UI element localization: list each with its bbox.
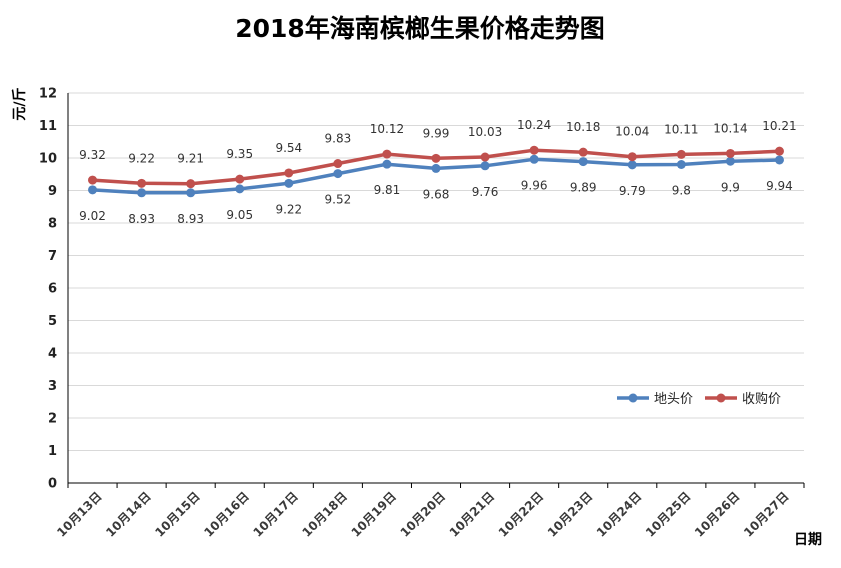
data-point: [431, 153, 441, 163]
y-tick-label: 7: [48, 249, 57, 264]
data-point: [235, 184, 245, 194]
data-label: 10.03: [468, 125, 502, 139]
data-point: [382, 159, 392, 169]
data-label: 9.32: [79, 148, 106, 162]
data-point: [431, 163, 441, 173]
data-point: [333, 159, 343, 169]
data-label: 9.94: [766, 179, 793, 193]
data-point: [725, 156, 735, 166]
data-label: 9.8: [672, 184, 691, 198]
data-point: [480, 161, 490, 171]
data-point: [529, 154, 539, 164]
data-label: 10.18: [566, 120, 600, 134]
x-axis-label: 日期: [794, 532, 822, 548]
y-tick-label: 12: [39, 87, 57, 102]
data-point: [333, 169, 343, 179]
y-tick-label: 5: [48, 314, 57, 329]
data-label: 9.9: [721, 180, 740, 194]
data-point: [627, 160, 637, 170]
data-label: 10.24: [517, 118, 551, 132]
data-label: 9.79: [619, 184, 646, 198]
data-label: 8.93: [177, 212, 204, 226]
y-tick-label: 8: [48, 217, 57, 232]
legend: 地头价 收购价: [617, 391, 781, 407]
data-point: [137, 178, 147, 188]
y-tick-label: 6: [48, 282, 57, 297]
data-label: 10.11: [664, 122, 698, 136]
data-point: [284, 168, 294, 178]
data-point: [88, 175, 98, 185]
data-labels: 9.02 8.93 8.93 9.05 9.22 9.52 9.81 9.68 9.76 9.96…: [79, 118, 796, 226]
y-axis-label: 元/斤: [11, 87, 28, 120]
data-label: 9.81: [374, 183, 401, 197]
data-point: [627, 152, 637, 162]
data-label: 9.02: [79, 209, 106, 223]
data-point: [186, 179, 196, 189]
data-point: [88, 185, 98, 195]
y-tick-label: 0: [48, 477, 57, 492]
data-point: [480, 152, 490, 162]
data-point: [578, 147, 588, 157]
y-tick-label: 2: [48, 412, 57, 427]
data-label: 8.93: [128, 212, 155, 226]
y-tick-label: 1: [48, 444, 57, 459]
data-label: 10.21: [762, 119, 796, 133]
data-point: [382, 149, 392, 159]
data-label: 9.22: [275, 202, 302, 216]
data-label: 10.12: [370, 122, 404, 136]
data-point: [137, 188, 147, 198]
data-point: [529, 145, 539, 155]
data-point: [676, 149, 686, 159]
data-point: [774, 155, 784, 165]
data-point: [774, 146, 784, 156]
data-label: 10.14: [713, 121, 747, 135]
legend-swatch-marker: [716, 393, 726, 403]
data-label: 9.52: [325, 193, 352, 207]
data-label: 9.76: [472, 185, 499, 199]
data-label: 9.99: [423, 126, 450, 140]
data-point: [235, 174, 245, 184]
data-label: 9.35: [226, 147, 253, 161]
y-tick-label: 3: [48, 379, 57, 394]
data-label: 9.54: [275, 141, 302, 155]
chart-title: 2018年海南槟榔生果价格走势图: [235, 14, 605, 43]
data-point: [676, 160, 686, 169]
data-label: 10.04: [615, 125, 649, 139]
y-tick-label: 9: [48, 184, 57, 199]
data-label: 9.05: [226, 208, 253, 222]
data-label: 9.21: [177, 152, 204, 166]
y-tick-label: 11: [39, 119, 57, 134]
legend-swatch-marker: [628, 393, 638, 403]
data-label: 9.89: [570, 181, 597, 195]
data-label: 9.22: [128, 151, 155, 165]
y-tick-label: 4: [48, 347, 57, 362]
data-label: 9.83: [325, 132, 352, 146]
series-lines: [88, 145, 784, 198]
legend-entry: 地头价: [654, 392, 693, 407]
legend-entry: 收购价: [742, 391, 781, 407]
data-point: [725, 148, 735, 158]
data-point: [284, 178, 294, 188]
y-tick-label: 10: [39, 152, 57, 167]
data-label: 9.96: [521, 178, 548, 192]
data-point: [578, 157, 588, 167]
data-label: 9.68: [423, 187, 450, 201]
data-point: [186, 188, 196, 198]
